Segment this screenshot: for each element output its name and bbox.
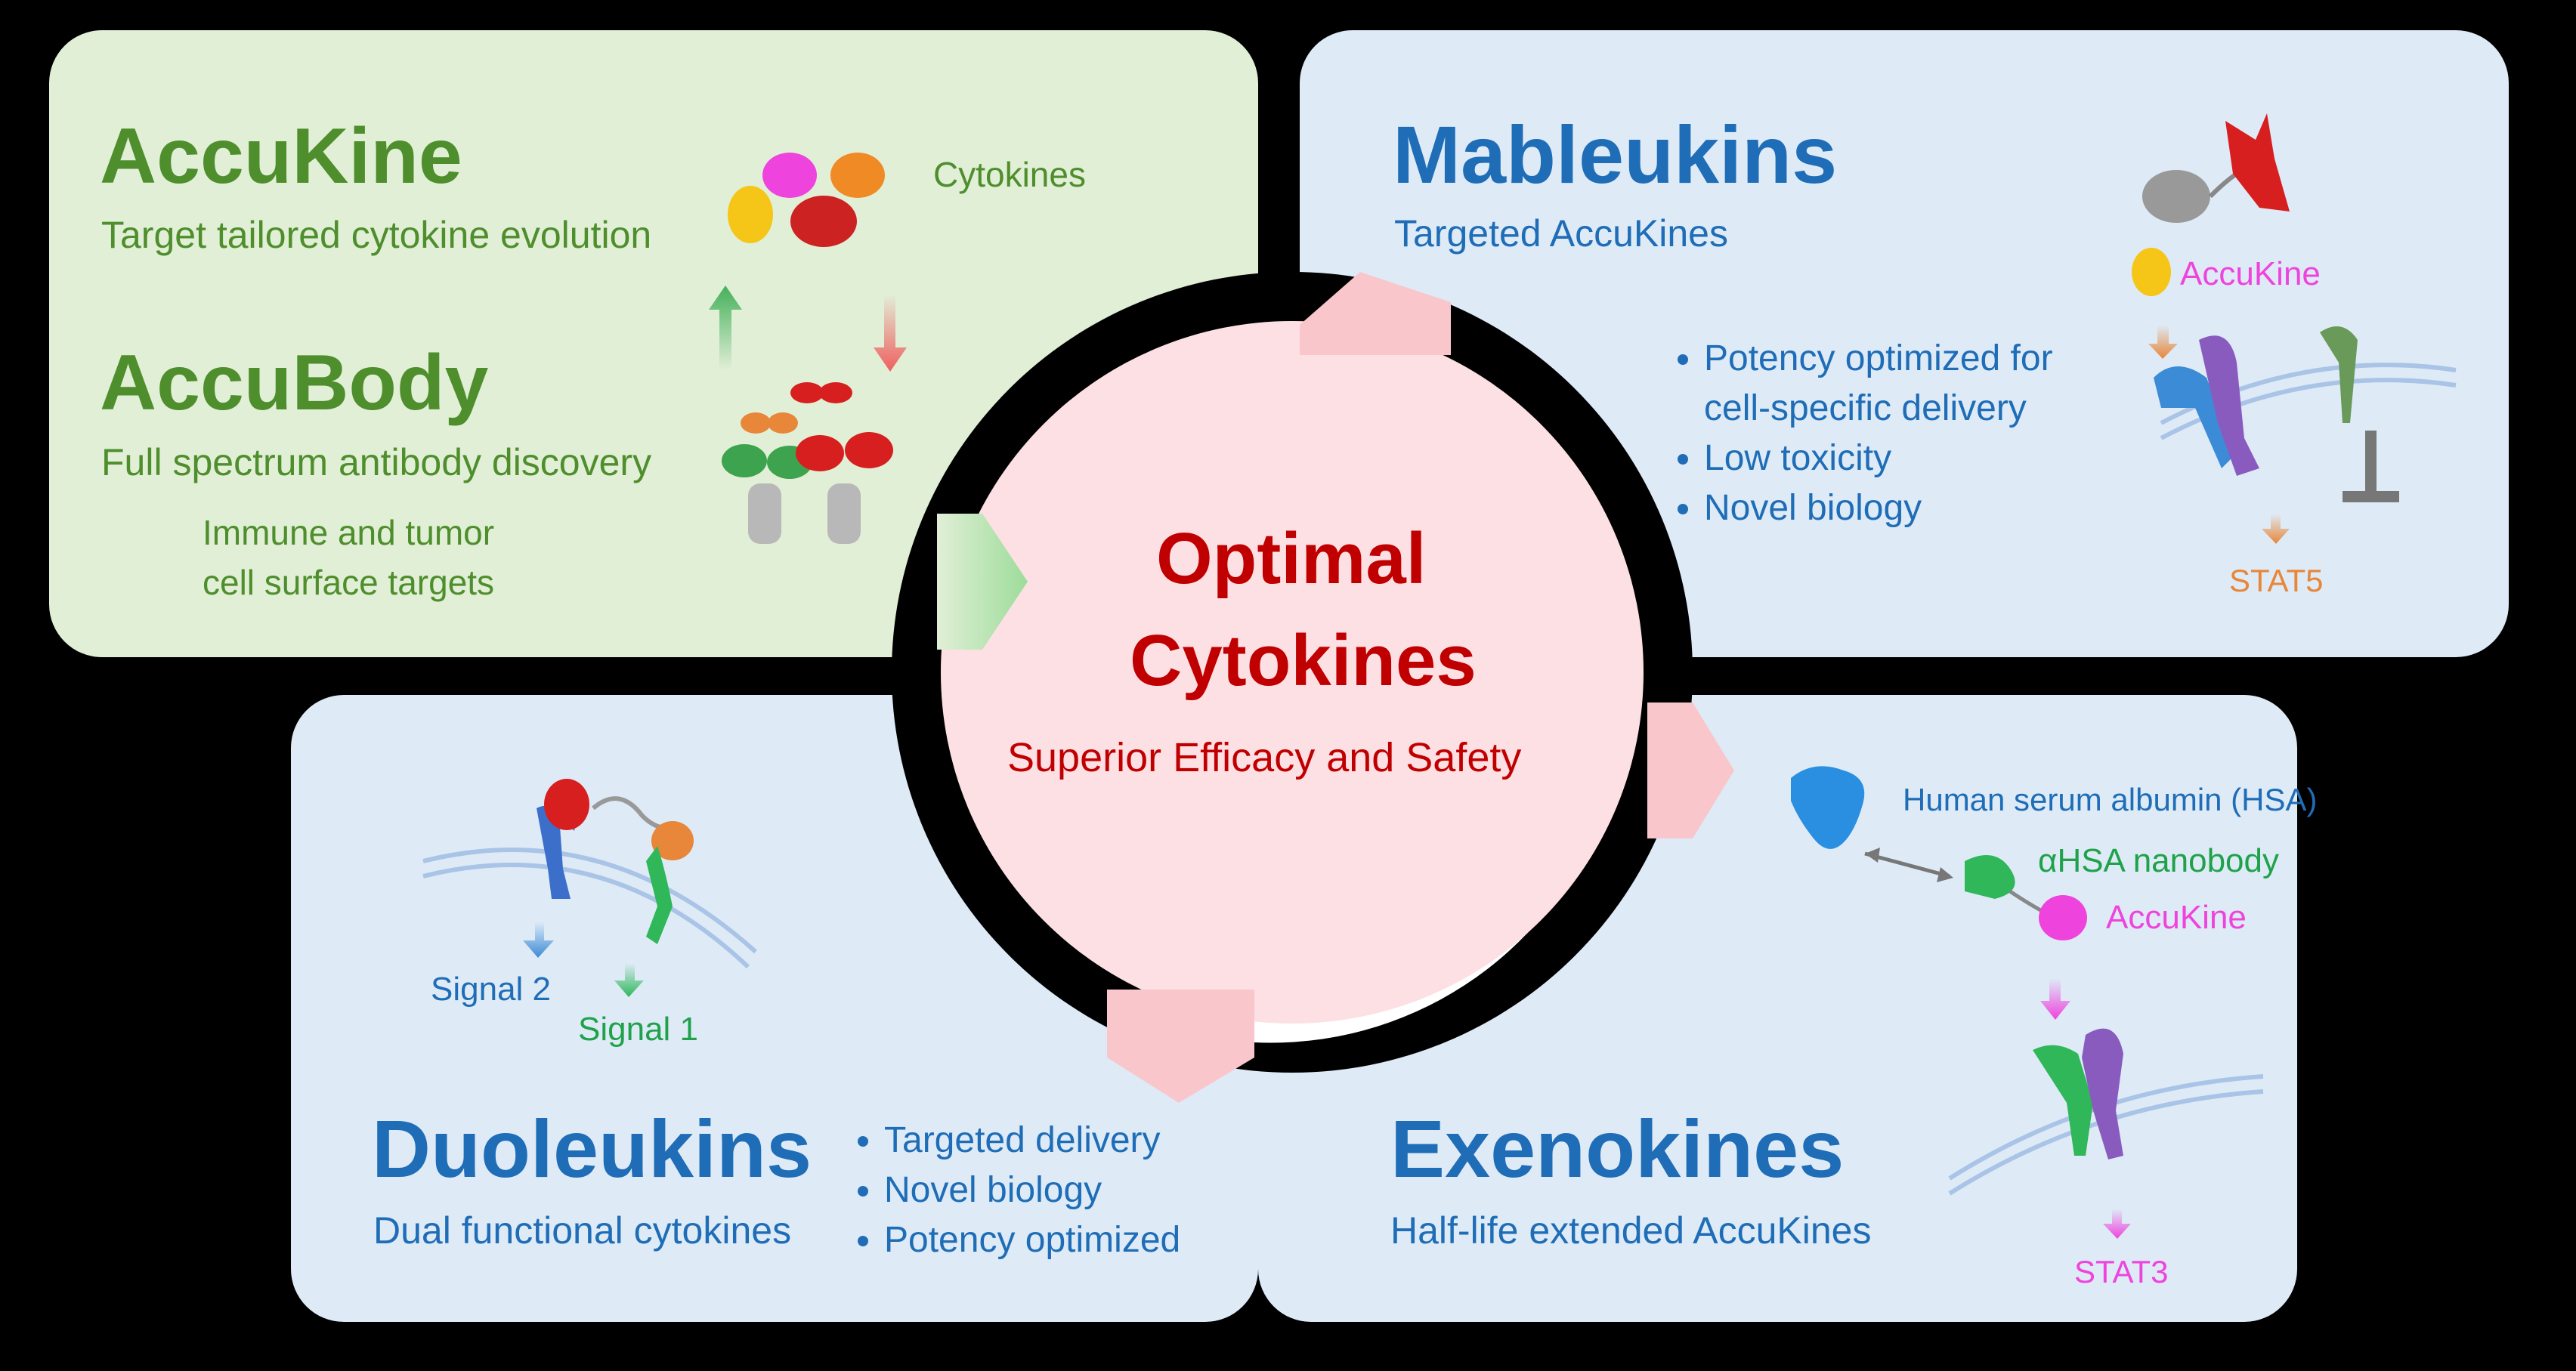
cytokine-orange-icon — [830, 153, 885, 198]
antibody-red-icon — [790, 382, 893, 544]
mableukins-bullet: cell-specific delivery — [1704, 388, 2027, 428]
accukine-title: AccuKine — [100, 113, 462, 200]
targets-line1: Immune and tumor — [203, 513, 495, 552]
arrow-from-accukine — [937, 514, 1028, 650]
arrow-to-duoleukins — [1107, 990, 1254, 1103]
duoleukins-bullet: Targeted delivery — [884, 1116, 1180, 1166]
duo-membrane-2 — [422, 863, 750, 969]
exenokines-subtitle: Half-life extended AccuKines — [1390, 1209, 1872, 1252]
binding-arrow — [1864, 851, 1950, 878]
binding-arrow-head-right — [1937, 867, 1953, 882]
mableukins-bullet: Novel biology — [1704, 483, 2053, 533]
center-title-line1: Optimal — [1156, 518, 1427, 599]
exenokines-title: Exenokines — [1390, 1103, 1845, 1194]
duoleukins-subtitle: Dual functional cytokines — [373, 1209, 792, 1252]
exeno-accukine-icon — [2039, 895, 2087, 940]
arrow-to-mableukins — [1300, 272, 1451, 355]
inhibition-icon — [2343, 431, 2399, 502]
mableukin-receptor-icon — [2154, 335, 2259, 476]
stat5-lower-arrow — [2262, 514, 2290, 544]
nanobody-label: αHSA nanobody — [2038, 842, 2279, 879]
center-title-line2: Cytokines — [1130, 620, 1477, 701]
duo-membrane-1 — [422, 848, 758, 954]
antibody-green-icon — [722, 412, 812, 544]
duo-receptor-blue-icon — [537, 779, 589, 899]
duoleukins-bullet: Novel biology — [884, 1166, 1180, 1215]
center-circle — [941, 321, 1644, 1024]
cytokine-magenta-icon — [762, 153, 817, 198]
mableukins-bullet: Low toxicity — [1704, 434, 2053, 483]
membrane-line-2 — [2160, 378, 2457, 440]
mableukin-accukine-label: AccuKine — [2180, 255, 2321, 292]
hsa-icon — [1791, 766, 1865, 849]
stat5-label: STAT5 — [2229, 563, 2324, 598]
exeno-receptor-icon — [2033, 1028, 2123, 1159]
stat3-upper-arrow — [2040, 978, 2070, 1020]
cycle-down-arrow — [874, 295, 907, 372]
duoleukins-bullets: Targeted delivery Novel biology Potency … — [839, 1116, 1180, 1265]
cytokines-label: Cytokines — [933, 155, 1086, 194]
mableukin-antibody-icon — [2132, 113, 2290, 296]
mableukins-bullet: Potency optimized for — [1704, 334, 2053, 384]
accukine-subtitle: Target tailored cytokine evolution — [101, 214, 652, 256]
mableukins-bullets: Potency optimized for cell-specific deli… — [1659, 334, 2053, 533]
duoleukins-bullet: Potency optimized — [884, 1215, 1180, 1265]
duo-linker — [592, 796, 673, 830]
accubody-subtitle: Full spectrum antibody discovery — [101, 441, 652, 483]
stat3-label: STAT3 — [2074, 1254, 2169, 1289]
signal1-arrow — [614, 963, 644, 997]
signal2-label: Signal 2 — [431, 971, 552, 1008]
center-subtitle: Superior Efficacy and Safety — [1007, 735, 1522, 780]
duo-receptor-green-icon — [646, 821, 694, 944]
exeno-accukine-label: AccuKine — [2106, 899, 2247, 936]
targets-line2: cell surface targets — [203, 563, 495, 602]
mableukins-subtitle: Targeted AccuKines — [1394, 212, 1728, 255]
stat3-lower-arrow — [2103, 1209, 2131, 1239]
cycle-up-arrow — [709, 286, 742, 370]
signal2-arrow — [523, 922, 554, 958]
arrow-to-exenokines — [1647, 702, 1734, 838]
cytokine-red-icon — [790, 196, 857, 247]
accubody-title: AccuBody — [100, 339, 489, 427]
duoleukins-title: Duoleukins — [372, 1103, 812, 1194]
nanobody-icon — [1965, 855, 2015, 899]
stat5-upper-arrow — [2148, 325, 2178, 359]
hsa-label: Human serum albumin (HSA) — [1903, 782, 2318, 817]
mableukins-title: Mableukins — [1393, 109, 1838, 200]
inhibited-receptor-icon — [2320, 326, 2358, 423]
binding-arrow-head-left — [1865, 848, 1880, 863]
signal1-label: Signal 1 — [578, 1011, 699, 1048]
cytokine-yellow-icon — [728, 186, 773, 243]
